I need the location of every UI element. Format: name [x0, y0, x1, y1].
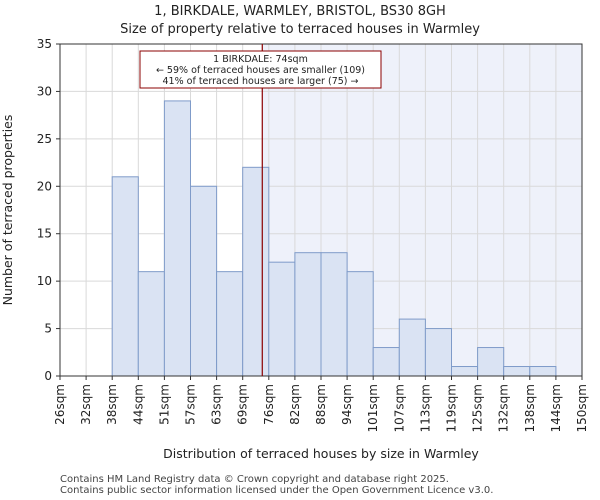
bar [320, 252, 348, 377]
annotation-line-3: 41% of terraced houses are larger (75) → [163, 76, 359, 87]
chart-subtitle: Size of property relative to terraced ho… [120, 22, 480, 37]
bar [477, 347, 505, 377]
bar [372, 347, 400, 377]
y-axis-label: Number of terraced properties [0, 115, 15, 306]
footer-line-1: Contains HM Land Registry data © Crown c… [60, 474, 449, 485]
bar [346, 271, 374, 377]
bar [503, 366, 531, 377]
x-tick-label: 57sqm [184, 384, 198, 425]
annotation-line-2: ← 59% of terraced houses are smaller (10… [156, 65, 365, 76]
x-tick-label: 107sqm [392, 384, 406, 432]
bar [190, 185, 218, 377]
annotation-line-1: 1 BIRKDALE: 74sqm [213, 54, 308, 65]
bar [216, 271, 244, 377]
x-tick-label: 32sqm [79, 384, 93, 425]
y-tick-label: 30 [37, 84, 52, 98]
y-tick-label: 15 [37, 227, 52, 241]
x-tick-label: 150sqm [575, 384, 589, 432]
x-tick-label: 26sqm [53, 384, 67, 425]
chart-title: 1, BIRKDALE, WARMLEY, BRISTOL, BS30 8GH [154, 4, 446, 19]
y-tick-label: 5 [44, 322, 52, 336]
x-tick-label: 138sqm [523, 384, 537, 432]
bar [137, 271, 165, 377]
x-tick-label: 69sqm [236, 384, 250, 425]
y-tick-label: 0 [44, 369, 52, 383]
y-tick-label: 35 [37, 37, 52, 51]
x-tick-label: 125sqm [471, 384, 485, 432]
x-tick-label: 88sqm [314, 384, 328, 425]
x-tick-label: 101sqm [366, 384, 380, 432]
bar [529, 366, 557, 377]
x-tick-label: 144sqm [549, 384, 563, 432]
x-tick-label: 119sqm [445, 384, 459, 432]
x-tick-label: 94sqm [340, 384, 354, 425]
bar [163, 100, 191, 377]
bar [268, 261, 296, 377]
bar [424, 328, 452, 377]
bar [294, 252, 322, 377]
x-tick-label: 132sqm [497, 384, 511, 432]
x-tick-label: 82sqm [288, 384, 302, 425]
bar [451, 366, 479, 377]
footer-line-2: Contains public sector information licen… [60, 485, 494, 496]
bar [242, 166, 270, 377]
x-tick-label: 51sqm [157, 384, 171, 425]
x-tick-label: 44sqm [131, 384, 145, 425]
x-tick-label: 76sqm [262, 384, 276, 425]
y-tick-label: 20 [37, 179, 52, 193]
x-axis-label: Distribution of terraced houses by size … [163, 446, 479, 461]
x-tick-label: 38sqm [105, 384, 119, 425]
bar [111, 176, 139, 377]
x-tick-label: 113sqm [418, 384, 432, 432]
annotation-box [139, 50, 382, 89]
bar [398, 318, 426, 377]
y-tick-label: 10 [37, 274, 52, 288]
y-tick-label: 25 [37, 132, 52, 146]
x-tick-label: 63sqm [210, 384, 224, 425]
